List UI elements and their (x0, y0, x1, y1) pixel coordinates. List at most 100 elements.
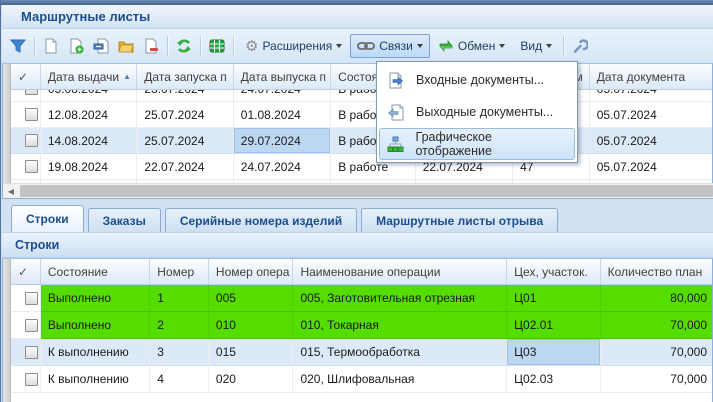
row-checkbox-cell[interactable] (11, 366, 41, 393)
cell[interactable]: 005 (208, 285, 294, 312)
row-checkbox[interactable] (25, 160, 38, 173)
cell[interactable]: 05.07.2024 (589, 154, 712, 180)
row-checkbox-cell[interactable] (11, 128, 41, 154)
header-operation-name[interactable]: Наименование операции (293, 259, 508, 284)
cell[interactable]: 010, Токарная (293, 312, 508, 339)
table-row-selected[interactable]: К выполнению 3 015 015, Термообработка Ц… (11, 339, 712, 366)
cell[interactable]: 015, Термообработка (293, 339, 508, 366)
header-truncated-column[interactable]: м (513, 64, 590, 89)
cell[interactable]: 4 (150, 366, 209, 393)
cell[interactable]: 020 (208, 366, 294, 393)
extensions-dropdown-button[interactable]: ⚙ Расширения (238, 34, 349, 58)
cell[interactable]: 70,000 (600, 366, 712, 393)
table-row[interactable]: 05.08.2024 23.07.2024 24.07.2024 В работ… (11, 90, 712, 102)
cell[interactable]: 01.08.2024 (233, 102, 332, 128)
cell[interactable]: Ц01 (507, 285, 601, 312)
filter-button[interactable] (6, 34, 30, 58)
selected-cell[interactable]: 29.07.2024 (233, 128, 332, 154)
cell[interactable]: К выполнению (40, 366, 151, 393)
cell[interactable]: 22.07.2024 (137, 154, 234, 180)
cell[interactable]: 47 (513, 154, 590, 180)
row-checkbox[interactable] (25, 372, 38, 386)
row-checkbox[interactable] (25, 90, 38, 95)
selected-cell[interactable]: Ц03 (507, 339, 601, 366)
cell[interactable]: 22.07.2024 (415, 154, 514, 180)
cell[interactable]: К выполнению (40, 339, 151, 366)
row-checkbox-cell[interactable] (11, 312, 41, 339)
row-checkbox-cell[interactable] (11, 102, 41, 128)
tab-zakazy[interactable]: Заказы (87, 208, 161, 232)
header-launch-date[interactable]: Дата запуска п (137, 64, 234, 89)
tab-stroki[interactable]: Строки (11, 205, 84, 232)
links-dropdown-button[interactable]: Связи (350, 33, 430, 58)
edit-document-button[interactable] (89, 34, 113, 58)
header-shop[interactable]: Цех, участок. (507, 259, 601, 284)
cell[interactable]: 14.08.2024 (40, 128, 138, 154)
horizontal-scrollbar[interactable]: ◀ (3, 183, 713, 198)
tab-serial-numbers[interactable]: Серийные номера изделий (164, 208, 358, 232)
cell[interactable]: 70,000 (600, 312, 712, 339)
new-document-button[interactable] (39, 34, 63, 58)
cell[interactable]: 24.07.2024 (233, 90, 332, 102)
header-planned-quantity[interactable]: Количество план (607, 264, 703, 279)
cell[interactable]: 2 (150, 312, 209, 339)
add-document-button[interactable] (64, 34, 88, 58)
cell[interactable]: 80,000 (600, 285, 712, 312)
cell[interactable]: 19.08.2024 (40, 154, 138, 180)
table-row[interactable]: 19.08.2024 22.07.2024 24.07.2024 В работ… (11, 154, 712, 180)
cell[interactable]: 005, Заготовительная отрезная (293, 285, 508, 312)
menu-item-graphic-view[interactable]: Графическое отображение (379, 128, 575, 160)
table-row-done[interactable]: Выполнено 2 010 010, Токарная Ц02.01 70,… (11, 312, 712, 339)
header-issue-date[interactable]: Дата выдачи ▲ (41, 64, 138, 89)
cell[interactable]: 1 (150, 285, 209, 312)
row-checkbox-cell[interactable] (11, 90, 41, 102)
cell[interactable]: 020, Шлифовальная (293, 366, 508, 393)
table-row-done[interactable]: Выполнено 1 005 005, Заготовительная отр… (11, 285, 712, 312)
cell[interactable]: 05.07.2024 (589, 90, 712, 102)
cell[interactable]: В работе (331, 154, 416, 180)
refresh-button[interactable] (172, 34, 196, 58)
tab-route-sheets-tear-off[interactable]: Маршрутные листы отрыва (361, 208, 559, 232)
delete-document-button[interactable] (139, 34, 163, 58)
cell[interactable]: 010 (208, 312, 294, 339)
cell[interactable]: Выполнено (40, 312, 151, 339)
cell[interactable]: 24.07.2024 (233, 154, 332, 180)
menu-item-outgoing-documents[interactable]: Выходные документы... (379, 96, 575, 128)
menu-item-incoming-documents[interactable]: Входные документы... (379, 64, 575, 96)
cell[interactable]: Ц02.01 (507, 312, 601, 339)
row-checkbox[interactable] (25, 108, 38, 121)
row-checkbox[interactable] (25, 291, 38, 305)
header-number[interactable]: Номер (150, 259, 209, 284)
cell[interactable]: 05.07.2024 (589, 128, 712, 154)
scroll-left-button[interactable]: ◀ (3, 184, 19, 198)
header-document-date[interactable]: Дата документа (596, 69, 686, 84)
cell[interactable]: 12.08.2024 (40, 102, 138, 128)
row-checkbox-cell[interactable] (11, 285, 41, 312)
cell[interactable]: 05.08.2024 (40, 90, 138, 102)
cell[interactable]: 015 (208, 339, 294, 366)
cell[interactable]: 05.07.2024 (589, 102, 712, 128)
table-row[interactable]: К выполнению 4 020 020, Шлифовальная Ц02… (11, 366, 712, 393)
table-row-selected[interactable]: 14.08.2024 25.07.2024 29.07.2024 В работ… (11, 128, 712, 154)
cell[interactable]: Выполнено (40, 285, 151, 312)
cell[interactable]: Ц02.03 (507, 366, 601, 393)
open-folder-button[interactable] (114, 34, 138, 58)
header-check-column[interactable]: ✓ (11, 64, 41, 89)
header-release-date[interactable]: Дата выпуска п (234, 64, 332, 89)
header-state[interactable]: Состояние (41, 259, 151, 284)
export-excel-button[interactable] (205, 34, 229, 58)
view-dropdown-button[interactable]: Вид (513, 34, 559, 58)
row-checkbox[interactable] (25, 345, 38, 359)
cell[interactable]: 25.07.2024 (137, 128, 234, 154)
cell[interactable]: 25.07.2024 (137, 102, 234, 128)
row-checkbox-cell[interactable] (11, 154, 41, 180)
row-checkbox-cell[interactable] (11, 339, 41, 366)
cell[interactable]: 70,000 (600, 339, 712, 366)
header-operation-number[interactable]: Номер опера (209, 259, 294, 284)
row-checkbox[interactable] (25, 134, 38, 147)
cell[interactable]: 23.07.2024 (137, 90, 234, 102)
exchange-dropdown-button[interactable]: Обмен (431, 34, 513, 58)
header-check-column[interactable]: ✓ (11, 259, 41, 284)
settings-button[interactable] (568, 34, 592, 58)
table-row[interactable]: 12.08.2024 25.07.2024 01.08.2024 В работ… (11, 102, 712, 128)
